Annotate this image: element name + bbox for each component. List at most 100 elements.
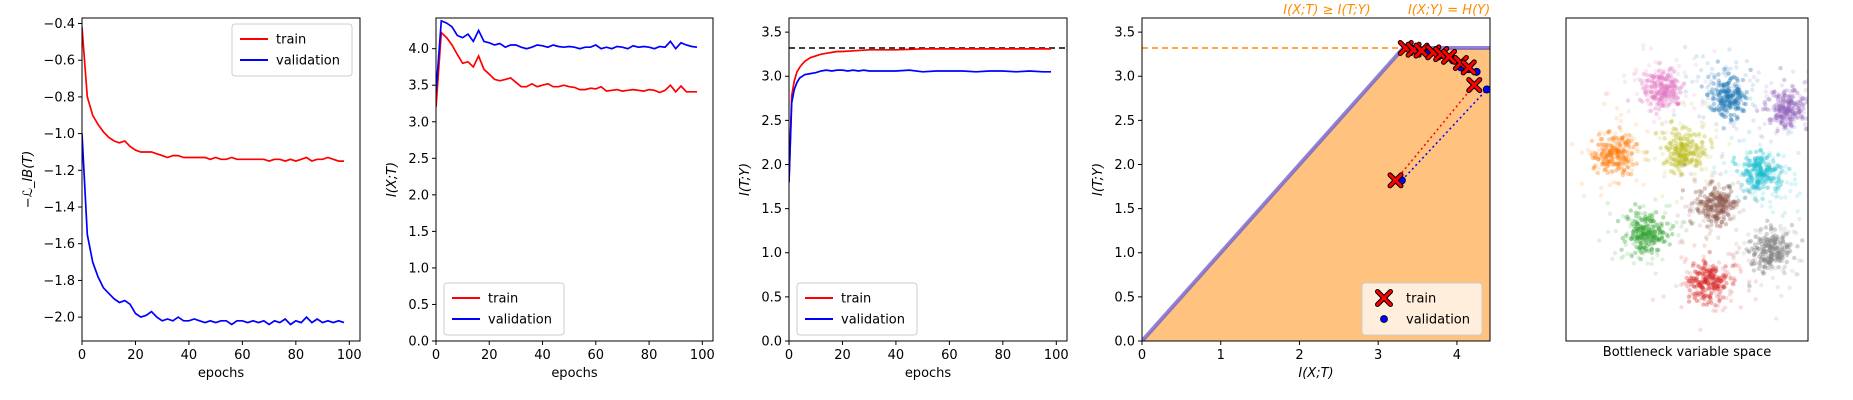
- embedding-point: [1687, 143, 1693, 148]
- embedding-point: [1667, 90, 1673, 95]
- embedding-point: [1646, 224, 1651, 229]
- embedding-point: [1756, 181, 1761, 187]
- embedding-point: [1647, 108, 1652, 114]
- embedding-point: [1762, 257, 1768, 262]
- embedding-point: [1620, 161, 1626, 166]
- y-tick-label: 3.0: [1114, 70, 1135, 85]
- embedding-point: [1751, 163, 1756, 168]
- embedding-point: [1669, 66, 1675, 71]
- embedding-point: [1610, 256, 1615, 261]
- embedding-point: [1728, 216, 1733, 222]
- embedding-point: [1683, 281, 1689, 286]
- embedding-point: [1699, 167, 1704, 172]
- embedding-point: [1656, 98, 1662, 103]
- embedding-point: [1686, 204, 1691, 209]
- embedding-point: [1776, 101, 1782, 107]
- embedding-point: [1785, 108, 1790, 113]
- embedding-point: [1775, 115, 1780, 121]
- embedding-point: [1790, 109, 1796, 115]
- embedding-point: [1711, 277, 1717, 282]
- embedding-point: [1704, 302, 1710, 307]
- embedding-point: [1740, 107, 1746, 112]
- embedding-point: [1738, 305, 1744, 310]
- embedding-point: [1754, 161, 1759, 166]
- embedding-point: [1674, 164, 1680, 169]
- embedding-point: [1741, 172, 1746, 178]
- embedding-point: [1755, 198, 1760, 203]
- embedding-point: [1705, 281, 1711, 287]
- embedding-point: [1714, 86, 1719, 91]
- embedding-point: [1750, 168, 1755, 173]
- embedding-point: [1601, 148, 1606, 154]
- embedding-point: [1770, 155, 1776, 161]
- embedding-point: [1680, 240, 1686, 245]
- embedding-point: [1746, 158, 1752, 163]
- embedding-point: [1615, 155, 1621, 160]
- embedding-point: [1691, 283, 1696, 288]
- embedding-point: [1681, 136, 1687, 141]
- embedding-point: [1696, 74, 1701, 79]
- embedding-point: [1615, 149, 1620, 154]
- embedding-point: [1727, 103, 1732, 108]
- embedding-point: [1669, 79, 1674, 85]
- embedding-point: [1729, 101, 1735, 106]
- embedding-point: [1684, 162, 1689, 167]
- embedding-point: [1749, 162, 1754, 167]
- embedding-point: [1664, 232, 1670, 237]
- embedding-point: [1649, 231, 1654, 237]
- embedding-point: [1793, 115, 1799, 120]
- embedding-point: [1730, 205, 1736, 210]
- embedding-point: [1624, 164, 1630, 170]
- embedding-point: [1701, 266, 1706, 272]
- embedding-point: [1752, 156, 1758, 161]
- embedding-point: [1699, 199, 1704, 204]
- embedding-point: [1713, 284, 1719, 290]
- x-axis-label: epochs: [905, 366, 952, 381]
- embedding-point: [1606, 229, 1611, 235]
- embedding-point: [1761, 271, 1767, 276]
- embedding-point: [1644, 158, 1650, 163]
- embedding-point: [1769, 264, 1775, 269]
- embedding-point: [1693, 133, 1699, 138]
- embedding-point: [1727, 78, 1732, 83]
- embedding-point: [1768, 229, 1774, 234]
- embedding-point: [1708, 181, 1713, 186]
- embedding-point: [1648, 230, 1653, 236]
- embedding-point: [1708, 228, 1713, 233]
- embedding-point: [1677, 86, 1683, 91]
- embedding-point: [1669, 156, 1675, 161]
- embedding-point: [1622, 149, 1627, 154]
- embedding-point: [1713, 267, 1718, 272]
- embedding-point: [1696, 282, 1701, 288]
- embedding-point: [1702, 186, 1708, 191]
- embedding-point: [1722, 284, 1727, 290]
- embedding-point: [1762, 243, 1768, 249]
- embedding-point: [1638, 257, 1644, 262]
- embedding-point: [1689, 101, 1694, 106]
- embedding-point: [1687, 208, 1693, 213]
- embedding-point: [1728, 120, 1733, 125]
- embedding-point: [1609, 148, 1615, 154]
- embedding-point: [1658, 145, 1663, 151]
- embedding-point: [1740, 171, 1746, 176]
- embedding-point: [1705, 213, 1711, 219]
- embedding-point: [1643, 211, 1648, 216]
- embedding-point: [1774, 246, 1780, 251]
- embedding-point: [1671, 81, 1676, 86]
- embedding-point: [1727, 288, 1733, 293]
- embedding-point: [1699, 281, 1705, 287]
- embedding-point: [1792, 88, 1798, 93]
- embedding-point: [1763, 263, 1768, 269]
- embedding-point: [1716, 181, 1721, 187]
- embedding-point: [1697, 271, 1703, 276]
- embedding-point: [1670, 162, 1675, 167]
- embedding-point: [1599, 162, 1605, 167]
- embedding-point: [1781, 104, 1786, 109]
- embedding-point: [1678, 153, 1684, 158]
- embedding-point: [1746, 189, 1751, 194]
- embedding-point: [1699, 84, 1704, 89]
- embedding-point: [1686, 152, 1692, 157]
- embedding-point: [1608, 142, 1613, 148]
- embedding-point: [1705, 274, 1711, 279]
- embedding-point: [1659, 96, 1664, 101]
